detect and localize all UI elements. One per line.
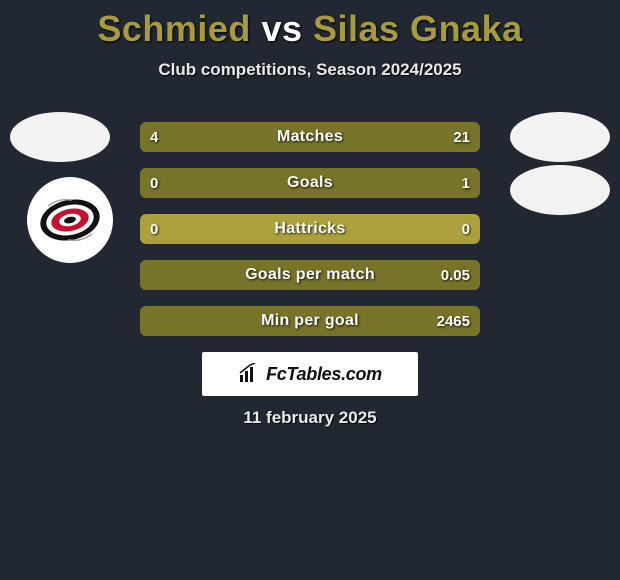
hurricane-logo-icon xyxy=(38,188,102,252)
player2-avatar-placeholder xyxy=(510,112,610,162)
stat-row: 00Hattricks xyxy=(140,214,480,244)
stat-row: 01Goals xyxy=(140,168,480,198)
brand-text: FcTables.com xyxy=(266,364,382,385)
player2-club-placeholder xyxy=(510,165,610,215)
stat-label: Goals per match xyxy=(140,260,480,290)
title-vs: vs xyxy=(261,8,302,49)
stat-label: Matches xyxy=(140,122,480,152)
player1-avatar-placeholder xyxy=(10,112,110,162)
stat-row: 2465Min per goal xyxy=(140,306,480,336)
comparison-title: Schmied vs Silas Gnaka xyxy=(0,0,620,50)
date-label: 11 february 2025 xyxy=(0,408,620,428)
stat-label: Hattricks xyxy=(140,214,480,244)
player2-name: Silas Gnaka xyxy=(313,8,523,49)
brand-box: FcTables.com xyxy=(202,352,418,396)
stat-row: 421Matches xyxy=(140,122,480,152)
stat-row: 0.05Goals per match xyxy=(140,260,480,290)
comparison-bars: 421Matches 01Goals 00Hattricks 0.05Goals pe… xyxy=(140,122,480,352)
subtitle: Club competitions, Season 2024/2025 xyxy=(0,60,620,80)
player1-name: Schmied xyxy=(97,8,251,49)
bar-chart-icon xyxy=(238,363,260,385)
player1-club-logo xyxy=(27,177,113,263)
stat-label: Goals xyxy=(140,168,480,198)
stat-label: Min per goal xyxy=(140,306,480,336)
